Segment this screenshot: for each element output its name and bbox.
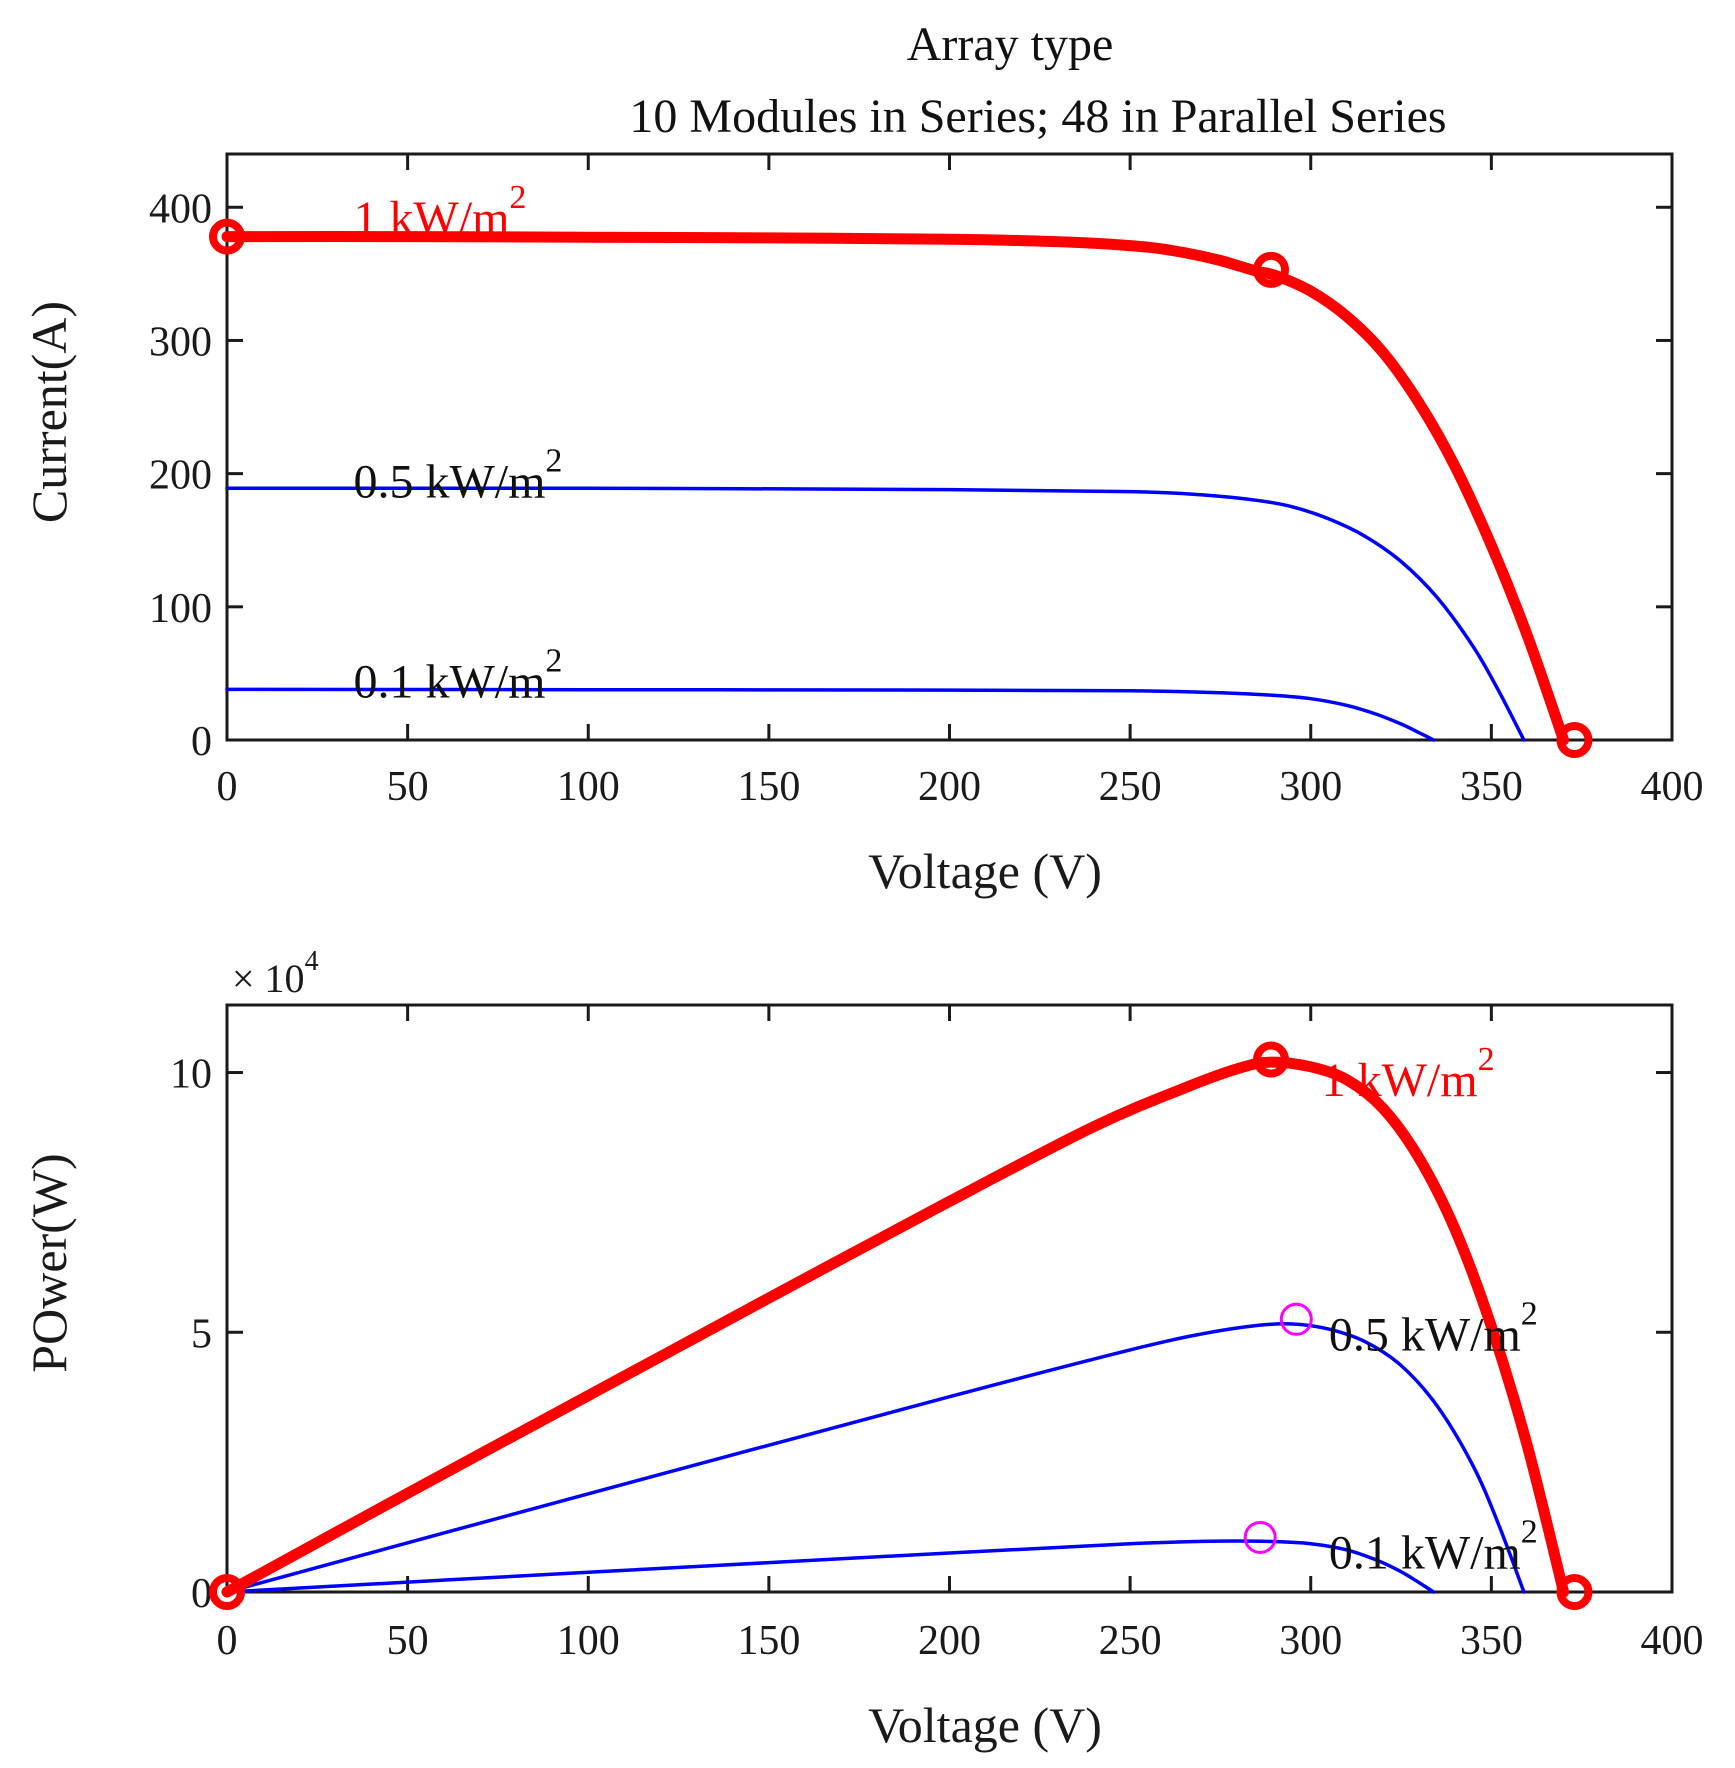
pv-y-axis-label: POwer(W): [21, 1153, 77, 1372]
iv-curve-label-1-kw-m2: 1 kW/m2: [353, 179, 526, 245]
pv-mpp-marker-0-1-kw-m2: [1243, 1520, 1277, 1554]
chart-title-line2: 10 Modules in Series; 48 in Parallel Ser…: [629, 90, 1446, 143]
pv-x-tick-label: 400: [1641, 1618, 1704, 1664]
iv-curve-label-0-1-kw-m2: 0.1 kW/m2: [353, 642, 562, 708]
iv-curves: [221, 231, 1570, 746]
pv-x-tick-label: 300: [1279, 1618, 1342, 1664]
iv-x-tick-label: 400: [1641, 764, 1704, 810]
iv-y-axis-label: Current(A): [21, 301, 77, 523]
pv-y-tick-labels: 0 5 10: [170, 1052, 212, 1617]
iv-curve-label-sup: 2: [545, 642, 562, 679]
pv-curve-1-kw-m2: [221, 1056, 1570, 1598]
iv-curve-label-text: 0.5 kW/m: [353, 456, 545, 509]
pv-key-point-marker: [1556, 1574, 1593, 1610]
iv-x-tick-label: 200: [918, 764, 981, 810]
iv-y-tick-labels: 0 100 200 300 400: [149, 186, 212, 765]
pv-curve-0-5-kw-m2: [225, 1321, 1526, 1594]
iv-y-tick-label: 300: [149, 319, 212, 365]
pv-curve-label-0-5-kw-m2: 0.5 kW/m2: [1329, 1295, 1538, 1361]
pv-y-tick-label: 5: [191, 1311, 212, 1357]
pv-x-tick-labels: 0 50 100 150 200 250 300 350 400: [217, 1618, 1704, 1664]
iv-x-axis-label: Voltage (V): [868, 843, 1102, 899]
iv-x-tick-label: 0: [217, 764, 238, 810]
pv-curve-label-sup: 2: [1478, 1041, 1495, 1078]
pv-x-tick-label: 0: [217, 1618, 238, 1664]
iv-y-tick-label: 200: [149, 453, 212, 499]
pv-y-tick-label: 0: [191, 1571, 212, 1617]
chart-title-line1: Array type: [907, 18, 1114, 71]
iv-curve-0-1-kw-m2: [225, 687, 1436, 742]
pv-y-tick-label: 10: [170, 1052, 212, 1098]
iv-curve-1-kw-m2: [221, 231, 1570, 746]
iv-ticks: [225, 154, 1674, 742]
iv-x-tick-labels: 0 50 100 150 200 250 300 350 400: [217, 764, 1704, 810]
iv-x-tick-label: 50: [387, 764, 429, 810]
iv-curve-label-0-5-kw-m2: 0.5 kW/m2: [353, 443, 562, 509]
iv-key-point-marker: [1556, 722, 1593, 758]
iv-y-tick-label: 400: [149, 186, 212, 232]
iv-curve-label-sup: 2: [545, 443, 562, 480]
pv-y-exponent-power: 4: [305, 946, 319, 977]
iv-curve-labels: 0.5 kW/m20.1 kW/m21 kW/m2: [353, 179, 562, 708]
pv-curve-labels: 0.5 kW/m20.1 kW/m21 kW/m2: [1322, 1041, 1538, 1580]
pv-mpp-marker-0-5-kw-m2: [1279, 1302, 1313, 1336]
iv-y-tick-label: 100: [149, 586, 212, 632]
pv-x-tick-label: 350: [1460, 1618, 1523, 1664]
pv-key-point-marker: [1253, 1041, 1290, 1078]
iv-x-tick-label: 250: [1099, 764, 1162, 810]
pv-x-axis-label: Voltage (V): [868, 1697, 1102, 1753]
iv-markers: [209, 218, 1593, 758]
pv-curve-label-text: 0.5 kW/m: [1329, 1308, 1521, 1361]
pv-curves: [221, 1056, 1570, 1598]
pv-markers: [209, 1041, 1593, 1610]
pv-x-tick-label: 200: [918, 1618, 981, 1664]
pv-x-tick-label: 100: [557, 1618, 620, 1664]
iv-x-tick-label: 100: [557, 764, 620, 810]
iv-curve-label-text: 0.1 kW/m: [353, 655, 545, 708]
iv-curve-0-5-kw-m2: [225, 486, 1526, 742]
pv-curve-label-text: 1 kW/m: [1322, 1054, 1478, 1107]
iv-x-tick-label: 150: [737, 764, 800, 810]
pv-y-exponent-base: × 10: [232, 956, 305, 1001]
pv-curve-label-text: 0.1 kW/m: [1329, 1527, 1521, 1580]
pv-curve-label-0-1-kw-m2: 0.1 kW/m2: [1329, 1514, 1538, 1580]
pv-x-tick-label: 50: [387, 1618, 429, 1664]
pv-x-tick-label: 250: [1099, 1618, 1162, 1664]
pv-curve-label-sup: 2: [1521, 1295, 1538, 1332]
iv-key-point-marker: [1253, 251, 1290, 288]
iv-key-point-marker: [209, 218, 245, 255]
iv-chart: 0 50 100 150 200 250 300 350 400 0 100 200 300 400 0…: [21, 152, 1704, 899]
pv-curve-0-1-kw-m2: [225, 1539, 1436, 1594]
pv-y-exponent-label: × 104: [232, 946, 319, 1001]
iv-y-tick-label: 0: [191, 719, 212, 765]
pv-curve-label-1-kw-m2: 1 kW/m2: [1322, 1041, 1495, 1107]
iv-curve-label-text: 1 kW/m: [353, 192, 509, 245]
iv-x-tick-label: 350: [1460, 764, 1523, 810]
pv-curve-label-sup: 2: [1521, 1514, 1538, 1551]
iv-x-tick-label: 300: [1279, 764, 1342, 810]
pv-x-tick-label: 150: [737, 1618, 800, 1664]
iv-curve-label-sup: 2: [509, 179, 526, 216]
pv-key-point-marker: [209, 1574, 245, 1610]
